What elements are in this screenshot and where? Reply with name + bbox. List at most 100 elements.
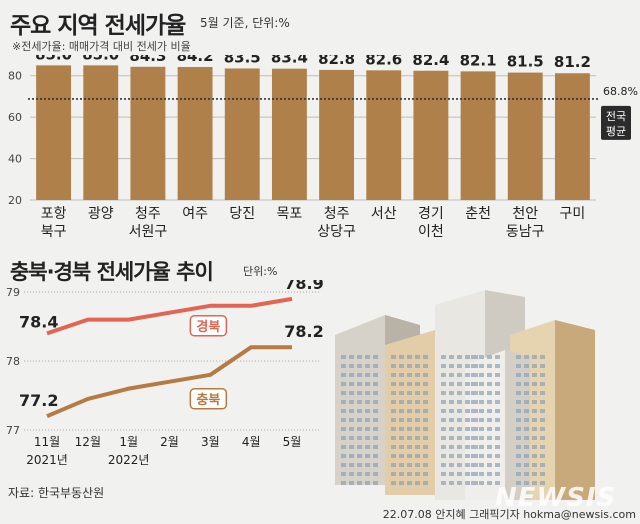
building-window <box>532 481 537 485</box>
building-window <box>365 364 370 368</box>
building-window <box>357 355 362 359</box>
building-window <box>441 409 446 413</box>
building-window <box>365 418 370 422</box>
building-window <box>373 481 378 485</box>
building-window <box>407 427 412 431</box>
bar-chart-title: 주요 지역 전세가율 <box>10 13 186 39</box>
building-window <box>391 454 396 458</box>
building-window <box>349 409 354 413</box>
building-window <box>449 409 454 413</box>
building-window <box>423 427 428 431</box>
building-window <box>471 373 476 377</box>
building-window <box>391 427 396 431</box>
building-window <box>532 400 537 404</box>
building-window <box>540 427 545 431</box>
y-tick-label: 60 <box>8 111 22 124</box>
building-window <box>399 418 404 422</box>
building-window <box>540 481 545 485</box>
building-window <box>349 364 354 368</box>
building-window <box>479 418 484 422</box>
bar-value-label: 83.5 <box>224 55 261 66</box>
building-window <box>349 391 354 395</box>
building-window <box>449 364 454 368</box>
building-window <box>516 409 521 413</box>
building-window <box>373 436 378 440</box>
building-window <box>357 391 362 395</box>
building-window <box>365 400 370 404</box>
building-window <box>423 418 428 422</box>
line-chart: 77 78 79 11월 2021년 12월 1월 2022년 2월 3월 4월 5월 78.4 78.9… <box>6 280 324 467</box>
building-window <box>407 454 412 458</box>
building-window <box>471 454 476 458</box>
average-value-label: 68.8% <box>603 85 638 98</box>
building-window <box>532 373 537 377</box>
series-line-충북 <box>46 345 292 419</box>
y-tick-label: 20 <box>8 194 22 207</box>
building-window <box>457 427 462 431</box>
building-window <box>449 382 454 386</box>
building-window <box>357 454 362 458</box>
bar <box>460 71 496 200</box>
building-window <box>487 364 492 368</box>
y-tick-label: 79 <box>6 286 20 299</box>
building-window <box>415 418 420 422</box>
building-window <box>479 472 484 476</box>
building-window <box>373 382 378 386</box>
building-window <box>441 355 446 359</box>
building-window <box>399 373 404 377</box>
building-window <box>415 373 420 377</box>
building-window <box>449 436 454 440</box>
bar-chart-unit-note: 5월 기준, 단위:% <box>200 16 290 30</box>
building-window <box>516 427 521 431</box>
line-chart-title: 충북·경북 전세가율 추이 <box>10 260 214 284</box>
building-window <box>532 463 537 467</box>
x-category-label: 북구 <box>41 224 67 240</box>
building-window <box>365 382 370 386</box>
building-window <box>479 454 484 458</box>
building-window <box>495 436 500 440</box>
building-window <box>373 391 378 395</box>
building-window <box>457 454 462 458</box>
building-window <box>516 364 521 368</box>
building-window <box>449 427 454 431</box>
building-window <box>457 409 462 413</box>
building-window <box>349 454 354 458</box>
building-window <box>441 454 446 458</box>
building-window <box>540 454 545 458</box>
building-window <box>399 481 404 485</box>
building-window <box>415 454 420 458</box>
y-tick-label: 80 <box>8 70 22 83</box>
building-window <box>532 445 537 449</box>
building-window <box>457 391 462 395</box>
building-window <box>423 481 428 485</box>
building-window <box>365 409 370 413</box>
building-window <box>540 445 545 449</box>
x-category-label: 여주 <box>182 206 208 222</box>
series-start-label: 77.2 <box>19 391 58 410</box>
series-start-label: 78.4 <box>19 312 58 331</box>
x-category-label: 청주 <box>324 206 350 222</box>
building-window <box>524 445 529 449</box>
x-year-label: 2021년 <box>26 453 68 467</box>
building-window <box>365 472 370 476</box>
building-window <box>407 472 412 476</box>
building-window <box>479 445 484 449</box>
bar <box>130 66 166 200</box>
building-window <box>487 463 492 467</box>
building-window <box>341 454 346 458</box>
y-tick-label: 78 <box>6 355 20 368</box>
series-end-label: 78.2 <box>284 322 323 341</box>
building-window <box>471 364 476 368</box>
building-window <box>357 445 362 449</box>
building-window <box>479 382 484 386</box>
building-window <box>441 472 446 476</box>
building-window <box>407 373 412 377</box>
building-window <box>349 355 354 359</box>
building-window <box>357 481 362 485</box>
building-window <box>479 436 484 440</box>
building-window <box>341 373 346 377</box>
building-window <box>441 427 446 431</box>
building-window <box>532 454 537 458</box>
building-window <box>471 436 476 440</box>
building-window <box>349 427 354 431</box>
